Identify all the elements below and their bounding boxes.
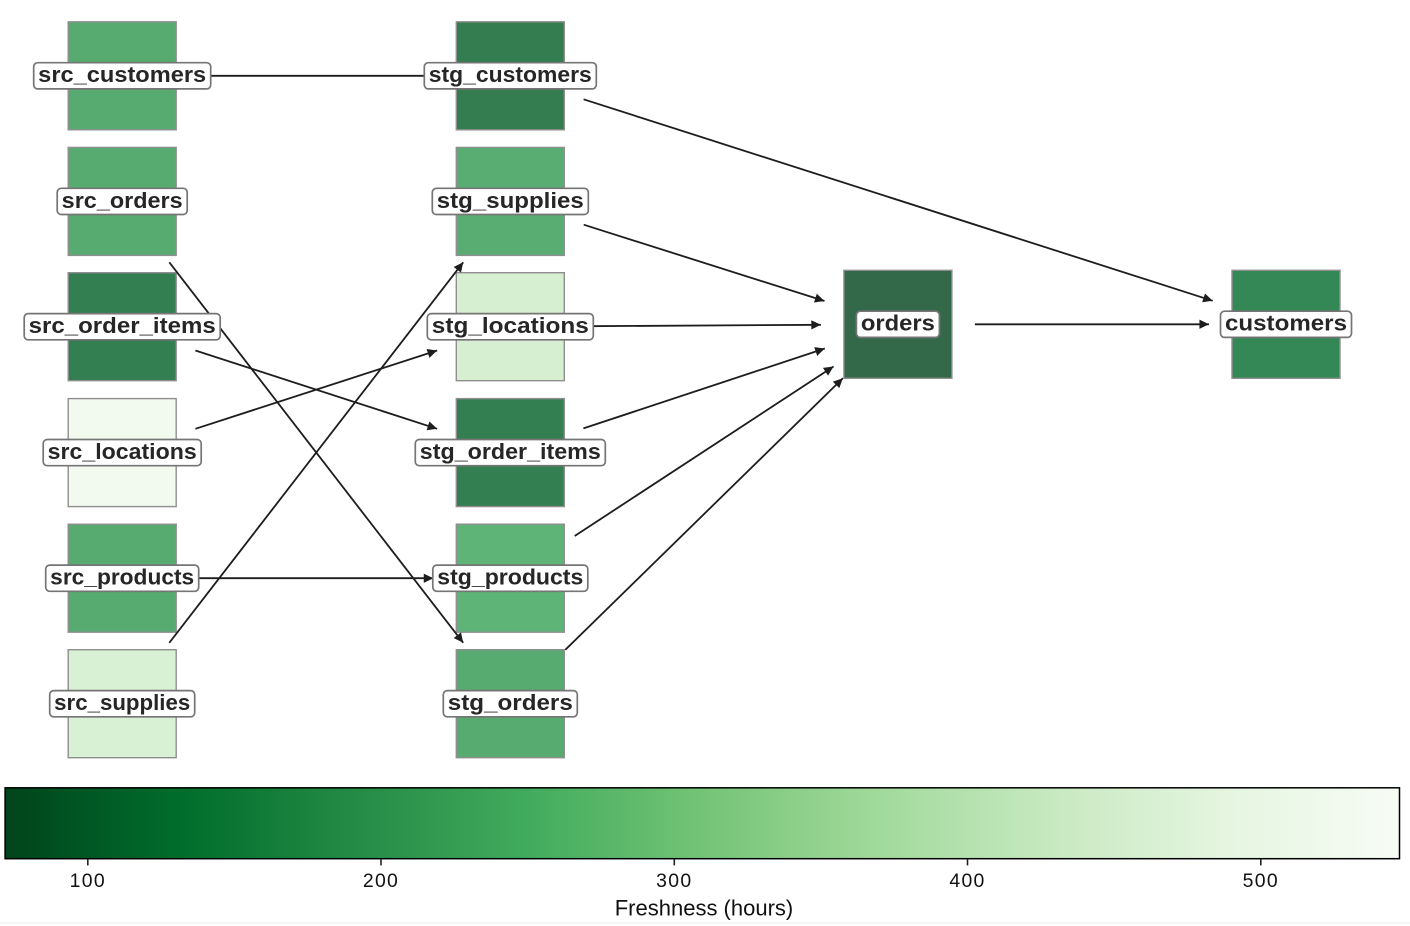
svg-text:src_orders: src_orders <box>62 188 183 213</box>
svg-text:src_supplies: src_supplies <box>54 690 190 715</box>
svg-text:stg_customers: stg_customers <box>429 62 592 87</box>
svg-text:100: 100 <box>70 870 106 892</box>
svg-text:stg_products: stg_products <box>437 565 583 590</box>
svg-text:src_locations: src_locations <box>48 439 197 464</box>
svg-text:stg_orders: stg_orders <box>448 690 573 715</box>
svg-text:customers: customers <box>1225 311 1347 336</box>
svg-text:500: 500 <box>1243 870 1279 892</box>
svg-text:stg_supplies: stg_supplies <box>437 188 584 213</box>
svg-text:stg_order_items: stg_order_items <box>420 439 601 464</box>
svg-text:stg_locations: stg_locations <box>432 313 589 338</box>
svg-text:orders: orders <box>861 311 935 336</box>
svg-text:src_products: src_products <box>50 565 194 590</box>
svg-text:src_customers: src_customers <box>38 62 206 87</box>
svg-text:200: 200 <box>363 870 399 892</box>
svg-text:400: 400 <box>949 870 985 892</box>
svg-text:Freshness (hours): Freshness (hours) <box>615 896 794 921</box>
svg-text:300: 300 <box>656 870 692 892</box>
svg-text:src_order_items: src_order_items <box>29 313 216 338</box>
